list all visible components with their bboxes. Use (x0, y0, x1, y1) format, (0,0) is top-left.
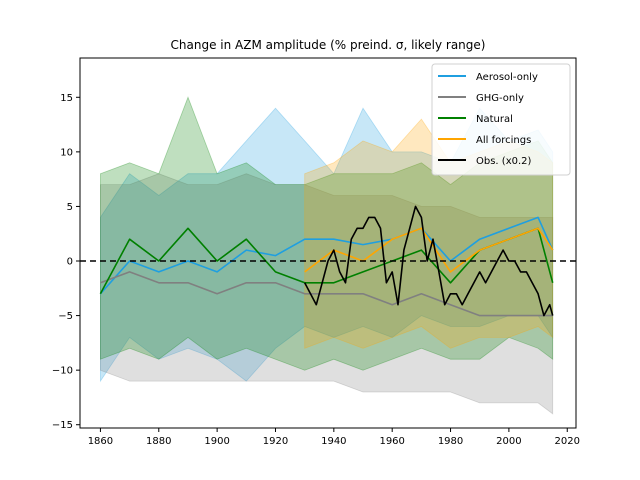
line-ghg-only (100, 271, 553, 317)
band-natural (100, 96, 554, 371)
x-axis: 1860 1880 1900 1920 1940 1960 1980 2000 2020 (88, 428, 580, 447)
x-tick-label: 1980 (438, 436, 463, 447)
y-axis: −15 −10 −5 0 5 10 15 (52, 93, 80, 431)
x-tick-label: 1940 (321, 436, 346, 447)
legend-label-natural: Natural (476, 114, 513, 125)
series-lines (99, 205, 554, 317)
band-all-forcings (304, 118, 554, 349)
x-tick-label: 1880 (146, 436, 171, 447)
legend-label-all-forcings: All forcings (476, 135, 531, 146)
axes-frame (79, 57, 577, 429)
legend: Aerosol-only GHG-only Natural All forcings O… (431, 63, 571, 176)
x-tick-label: 1860 (88, 436, 113, 447)
y-tick-label: 10 (60, 147, 73, 158)
legend-label-obs-x0-2: Obs. (x0.2) (476, 156, 532, 167)
x-tick-label: 2000 (496, 436, 521, 447)
uncertainty-bands (100, 96, 554, 415)
legend-label-ghg-only: GHG-only (476, 93, 524, 104)
y-tick-label: 0 (67, 257, 73, 268)
x-tick-label: 1900 (204, 436, 229, 447)
x-tick-label: 1920 (263, 436, 288, 447)
x-tick-label: 1960 (379, 436, 404, 447)
y-tick-label: 5 (67, 202, 73, 213)
legend-label-aerosol-only: Aerosol-only (476, 72, 538, 83)
y-tick-label: −10 (52, 366, 73, 377)
chart-title: Change in AZM amplitude (% preind. σ, li… (171, 38, 486, 52)
line-aerosol-only (99, 216, 554, 295)
y-tick-label: 15 (60, 93, 73, 104)
y-tick-label: −5 (58, 311, 73, 322)
band-aerosol-only (100, 107, 554, 383)
legend-box (431, 63, 571, 176)
y-tick-label: −15 (52, 420, 73, 431)
x-tick-label: 2020 (555, 436, 580, 447)
